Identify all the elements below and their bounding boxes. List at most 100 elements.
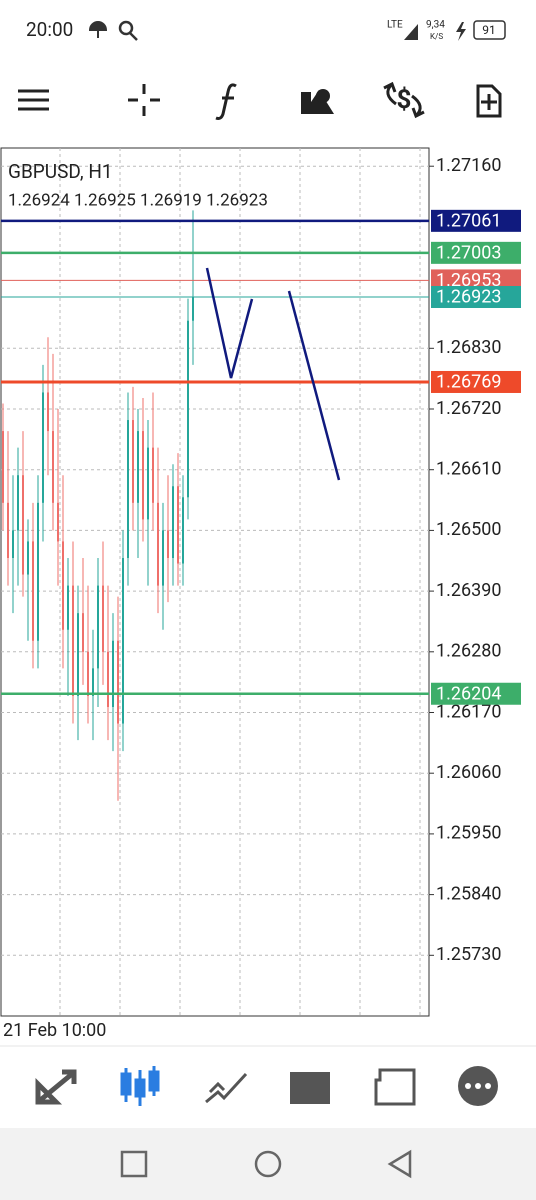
charge-icon	[456, 22, 466, 41]
candle-body	[132, 420, 134, 503]
candle-body	[142, 431, 144, 520]
candle-body	[62, 541, 64, 630]
candle-body	[27, 541, 29, 575]
candle-body	[107, 651, 109, 707]
price-tag	[431, 370, 521, 393]
candle-body	[52, 431, 54, 503]
vertical-grid	[59, 148, 421, 1016]
umbrella-icon	[88, 21, 108, 38]
candle-body	[82, 613, 84, 652]
chat-dot	[485, 1083, 491, 1089]
menu-button[interactable]	[18, 89, 49, 111]
trade-tab[interactable]	[205, 1072, 248, 1104]
system-nav	[0, 1128, 536, 1200]
history-tab[interactable]	[290, 1072, 330, 1104]
trade-button[interactable]	[383, 81, 425, 119]
price-tag-label: 1.26923	[436, 287, 501, 308]
price-tag-label: 1.26769	[436, 372, 501, 393]
chat-dot	[475, 1083, 481, 1089]
price-tag	[431, 209, 521, 232]
y-tick-label: 1.26170	[436, 701, 501, 722]
candle-body	[72, 585, 74, 696]
trend-line[interactable]	[287, 290, 341, 481]
template-button[interactable]	[476, 84, 502, 118]
y-tick-label: 1.26280	[436, 641, 501, 662]
y-tick-label: 1.26830	[436, 337, 501, 358]
candle-body	[117, 640, 119, 724]
chat-dot	[465, 1083, 471, 1089]
candle-body	[127, 420, 129, 558]
y-tick-label: 1.25730	[436, 944, 501, 965]
candle-body	[102, 585, 104, 652]
candle-body	[7, 502, 9, 558]
candle-body	[182, 497, 184, 564]
search-icon	[118, 20, 134, 36]
candle-body	[97, 585, 99, 669]
trade-button-symbol[interactable]: $	[397, 85, 412, 115]
y-tick-label: 1.27160	[436, 155, 501, 176]
candle-body	[192, 296, 194, 321]
candle-body	[177, 486, 179, 564]
candle-body	[92, 668, 94, 696]
bottom-nav	[35, 1066, 498, 1106]
y-tick-label: 1.26390	[436, 580, 501, 601]
news-tab[interactable]	[374, 1068, 416, 1106]
status-time: 20:00	[26, 18, 73, 41]
quotes-tab[interactable]	[35, 1069, 77, 1105]
price-tag	[431, 682, 521, 705]
candle-body	[37, 502, 39, 641]
price-tag	[431, 285, 521, 308]
trend-line[interactable]	[205, 267, 254, 379]
speed: 9,34	[426, 20, 445, 31]
candle-body	[77, 613, 79, 696]
price-tag-label: 1.27003	[436, 243, 501, 264]
candle-body	[47, 392, 49, 432]
price-tag	[431, 241, 521, 264]
price-tag-label: 1.27061	[436, 211, 501, 232]
chart-symbol: GBPUSD, H1	[8, 160, 113, 183]
home-button[interactable]	[254, 1150, 282, 1178]
y-tick-label: 1.26500	[436, 519, 501, 540]
chart-tab[interactable]	[120, 1066, 160, 1106]
y-tick-label: 1.26720	[436, 398, 501, 419]
candle-body	[57, 502, 59, 542]
search-icon	[129, 32, 138, 41]
y-tick-label: 1.25840	[436, 883, 501, 904]
price-tags: 1.27160 1.26830 1.26720 1.26610 1.26500 1.263…	[431, 155, 521, 965]
battery-icon	[473, 20, 506, 40]
objects-button[interactable]	[301, 90, 334, 114]
candle-body	[17, 475, 19, 531]
network-type: LTE	[387, 20, 403, 31]
price-tag	[431, 269, 521, 292]
x-axis-label: 21 Feb 10:00	[3, 1020, 106, 1041]
candle-body	[87, 651, 89, 696]
chart-ohlc: 1.26924 1.26925 1.26919 1.26923	[8, 190, 268, 210]
signal-icon	[404, 24, 418, 40]
indicators-button[interactable]	[215, 83, 237, 120]
back-button[interactable]	[387, 1149, 412, 1179]
candle-body	[32, 541, 34, 641]
candle-body	[22, 475, 24, 575]
speed-unit: K/S	[430, 32, 443, 41]
candle-body	[152, 447, 154, 503]
candle-body	[157, 502, 159, 586]
toolbar	[18, 81, 502, 120]
crosshair-button[interactable]	[128, 84, 160, 116]
candle-body	[167, 530, 169, 558]
y-tick-label: 1.26610	[436, 458, 501, 479]
price-tag-label: 1.26953	[436, 270, 501, 291]
candle-body	[112, 640, 114, 707]
recents-button[interactable]	[120, 1150, 148, 1178]
candle-body	[122, 557, 124, 724]
y-tick-label: 1.26060	[436, 762, 501, 783]
plot	[1, 165, 434, 956]
objects-button[interactable]	[316, 89, 330, 103]
candle-body	[172, 486, 174, 558]
price-tag-label: 1.26204	[436, 683, 501, 704]
candle-body	[187, 320, 189, 498]
y-tick-label: 1.25950	[436, 823, 501, 844]
candle-body	[42, 392, 44, 503]
candle-body	[147, 447, 149, 520]
